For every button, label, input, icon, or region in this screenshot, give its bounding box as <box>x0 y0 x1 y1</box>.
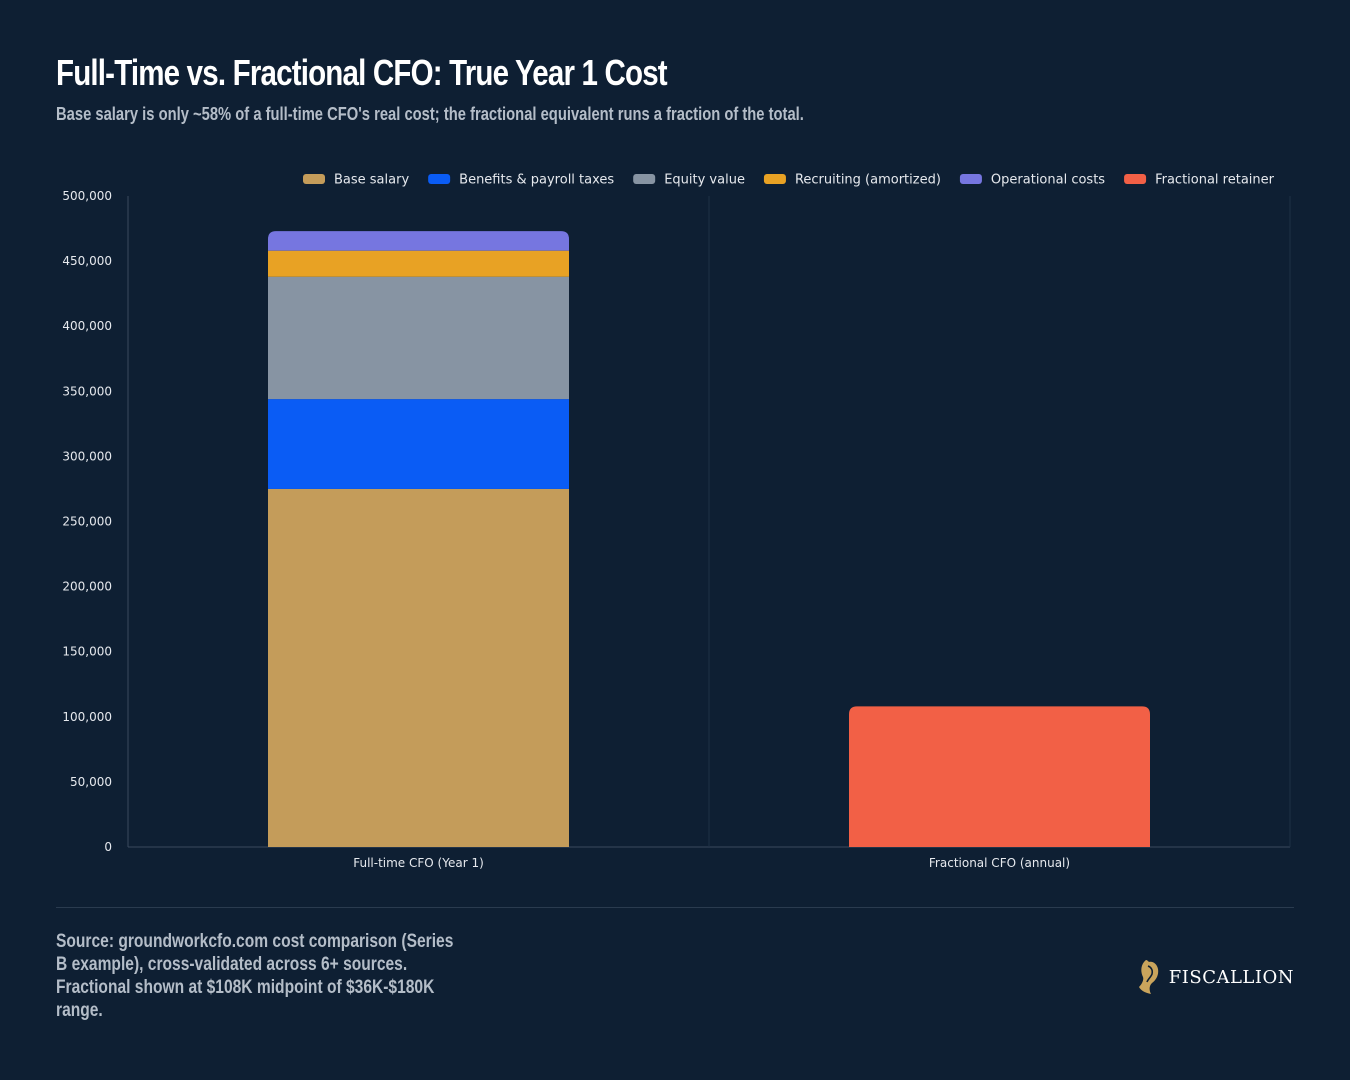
bars <box>268 231 1150 847</box>
x-tick-label: Full-time CFO (Year 1) <box>353 856 484 870</box>
y-tick-label: 100,000 <box>62 710 112 724</box>
bar-segment-base-salary <box>268 488 569 847</box>
bar-segment-equity-value <box>268 276 569 400</box>
y-axis: 0 50,000 100,000 150,000 200,000 250,000 300,0… <box>62 189 112 854</box>
legend-label: Operational costs <box>991 173 1105 188</box>
horse-head-icon <box>1138 960 1158 994</box>
y-tick-label: 50,000 <box>70 775 112 789</box>
legend-item: Fractional retainer <box>1124 173 1275 188</box>
bar-segment-benefits-payroll-taxes <box>268 399 569 489</box>
legend-item: Recruiting (amortized) <box>763 173 941 188</box>
chart-legend: Base salary Benefits & payroll taxes Equit… <box>303 173 1275 188</box>
stacked-bar-chart: Base salary Benefits & payroll taxes Equit… <box>62 173 1291 870</box>
y-tick-label: 450,000 <box>62 254 112 268</box>
legend-item: Base salary <box>303 173 409 188</box>
legend-label: Benefits & payroll taxes <box>459 173 614 188</box>
source-note: Source: groundworkcfo.com cost compariso… <box>56 931 454 1021</box>
brand-logo: FISCALLION <box>1137 958 1294 996</box>
legend-item: Operational costs <box>959 173 1105 188</box>
legend-swatch <box>763 174 786 184</box>
y-tick-label: 300,000 <box>62 449 112 463</box>
legend-label: Equity value <box>664 173 745 188</box>
legend-label: Fractional retainer <box>1155 173 1275 188</box>
chart-subtitle: Base salary is only ~58% of a full-time … <box>56 104 804 124</box>
legend-swatch <box>303 174 325 184</box>
x-axis: Full-time CFO (Year 1) Fractional CFO (an… <box>353 856 1070 870</box>
bar-segment-fractional-retainer <box>849 706 1150 847</box>
legend-swatch <box>633 174 656 184</box>
y-tick-label: 250,000 <box>62 515 112 529</box>
y-tick-label: 400,000 <box>62 319 112 333</box>
legend-swatch <box>1124 174 1147 184</box>
legend-label: Recruiting (amortized) <box>795 173 941 188</box>
y-tick-label: 500,000 <box>62 189 112 203</box>
x-tick-label: Fractional CFO (annual) <box>929 856 1070 870</box>
chart-title: Full-Time vs. Fractional CFO: True Year … <box>56 52 668 93</box>
legend-label: Base salary <box>334 173 409 188</box>
legend-swatch <box>428 174 451 184</box>
y-tick-label: 200,000 <box>62 580 112 594</box>
legend-item: Benefits & payroll taxes <box>428 173 614 188</box>
legend-swatch <box>959 174 982 184</box>
y-tick-label: 350,000 <box>62 384 112 398</box>
legend-item: Equity value <box>633 173 745 188</box>
footer-divider <box>56 907 1294 908</box>
bar-segment-recruiting-amortized <box>268 250 569 277</box>
bar-segment-operational-costs <box>268 231 569 251</box>
y-tick-label: 150,000 <box>62 645 112 659</box>
brand-name: FISCALLION <box>1168 966 1294 988</box>
y-tick-label: 0 <box>104 840 112 854</box>
